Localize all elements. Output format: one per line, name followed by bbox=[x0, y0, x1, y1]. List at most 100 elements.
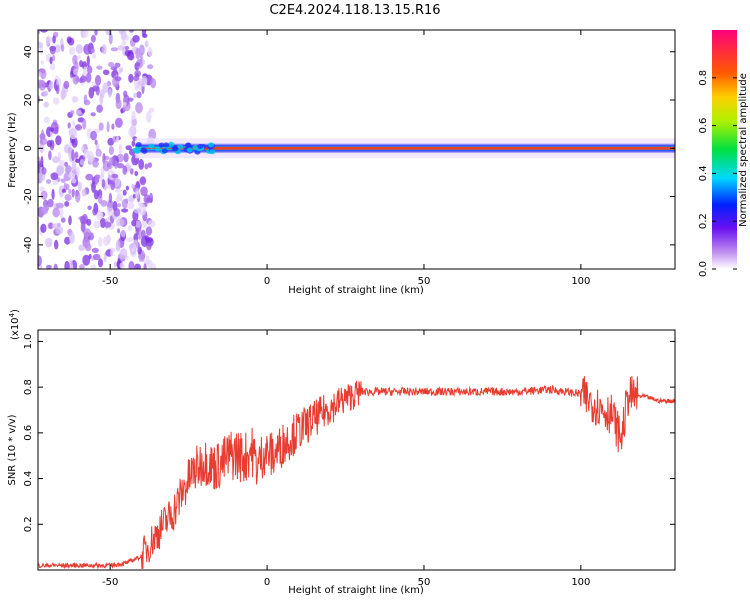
noise-blob bbox=[93, 189, 99, 200]
x-tick-label: 100 bbox=[571, 276, 590, 287]
noise-blob bbox=[96, 65, 103, 70]
noise-blob bbox=[81, 108, 86, 114]
noise-blob bbox=[56, 165, 65, 175]
noise-blob bbox=[83, 66, 88, 77]
noise-blob bbox=[131, 120, 136, 125]
noise-blob bbox=[107, 88, 112, 98]
noise-blob bbox=[115, 218, 120, 227]
spectrogram-frame bbox=[37, 29, 676, 270]
y-tick-label: 0 bbox=[23, 145, 34, 151]
noise-blob bbox=[117, 228, 121, 234]
noise-blob bbox=[119, 262, 125, 269]
noise-blob bbox=[38, 255, 42, 267]
noise-blob bbox=[118, 143, 123, 155]
noise-blob bbox=[135, 102, 143, 114]
band-blob bbox=[172, 146, 179, 152]
noise-blob bbox=[78, 244, 86, 251]
noise-blob bbox=[110, 47, 119, 52]
noise-blob bbox=[143, 194, 151, 204]
noise-blob bbox=[60, 44, 65, 52]
colorbar-tick-label: 0.4 bbox=[698, 165, 709, 181]
band-core bbox=[172, 146, 675, 150]
noise-blob bbox=[68, 172, 76, 179]
noise-blob bbox=[78, 77, 84, 84]
noise-blob bbox=[71, 96, 79, 103]
band-blob bbox=[186, 147, 193, 153]
noise-blob bbox=[43, 101, 49, 108]
noise-blob bbox=[117, 45, 126, 51]
noise-blob bbox=[91, 264, 96, 269]
noise-blob bbox=[82, 30, 89, 38]
noise-blob bbox=[60, 217, 66, 223]
noise-blob bbox=[94, 139, 98, 145]
noise-blob bbox=[114, 76, 122, 82]
noise-blob bbox=[41, 129, 45, 137]
noise-blob bbox=[131, 140, 136, 147]
y-tick-label: -20 bbox=[23, 188, 34, 204]
noise-blob bbox=[90, 34, 96, 43]
band-blob bbox=[168, 141, 175, 147]
noise-blob bbox=[119, 248, 128, 260]
noise-blob bbox=[60, 178, 66, 183]
noise-blob bbox=[38, 30, 41, 35]
noise-blob bbox=[120, 229, 126, 238]
noise-blob bbox=[126, 237, 134, 242]
noise-blob bbox=[39, 186, 45, 192]
colorbar-gradient bbox=[712, 30, 737, 269]
noise-blob bbox=[63, 80, 70, 89]
noise-blob bbox=[149, 192, 154, 204]
noise-blob bbox=[96, 104, 103, 113]
noise-blob bbox=[48, 150, 52, 161]
y-tick-label: 20 bbox=[23, 94, 34, 107]
noise-blob bbox=[58, 185, 64, 198]
noise-blob bbox=[72, 120, 76, 127]
noise-blob bbox=[41, 167, 47, 175]
noise-blob bbox=[124, 49, 131, 57]
noise-blob bbox=[88, 253, 92, 259]
noise-blob bbox=[43, 199, 49, 208]
band-blob bbox=[148, 143, 155, 149]
noise-blob bbox=[92, 253, 101, 261]
noise-blob bbox=[86, 55, 90, 67]
noise-blob bbox=[80, 221, 86, 232]
chart-title: C2E4.2024.118.13.15.R16 bbox=[269, 3, 440, 18]
noise-blob bbox=[139, 44, 145, 56]
noise-blob bbox=[128, 73, 134, 83]
noise-blob bbox=[64, 236, 71, 245]
noise-blob bbox=[61, 188, 66, 193]
noise-blob bbox=[83, 228, 91, 237]
snr-multiplier: (x104) bbox=[8, 309, 21, 340]
noise-blob bbox=[140, 186, 148, 197]
noise-blob bbox=[91, 247, 99, 253]
noise-blob bbox=[83, 94, 88, 105]
noise-blob bbox=[141, 30, 147, 37]
noise-blob bbox=[59, 207, 64, 219]
noise-blob bbox=[46, 179, 52, 185]
noise-blob bbox=[51, 188, 55, 200]
noise-blob bbox=[90, 48, 95, 54]
y-tick-label: 0.6 bbox=[23, 425, 34, 441]
noise-blob bbox=[55, 202, 64, 209]
noise-blob bbox=[82, 118, 87, 130]
noise-blob bbox=[96, 149, 101, 158]
y-tick-label: 40 bbox=[23, 45, 34, 58]
noise-blob bbox=[98, 236, 103, 248]
spectrogram-x-axis: -50 0 50 100 bbox=[102, 30, 590, 287]
noise-blob bbox=[85, 72, 92, 83]
noise-blob bbox=[146, 111, 152, 123]
noise-blob bbox=[138, 204, 147, 216]
noise-blob bbox=[121, 208, 129, 213]
noise-blob bbox=[88, 87, 95, 99]
band-blob bbox=[158, 142, 165, 148]
noise-blob bbox=[68, 189, 72, 194]
noise-blob bbox=[44, 116, 50, 124]
noise-blob bbox=[124, 46, 130, 50]
noise-blob bbox=[47, 198, 54, 208]
band-blob bbox=[161, 148, 168, 154]
noise-blob bbox=[85, 173, 94, 181]
noise-blob bbox=[91, 181, 96, 193]
x-tick-label: 100 bbox=[571, 577, 590, 588]
x-tick-label: 0 bbox=[264, 276, 270, 287]
noise-blob bbox=[134, 187, 140, 200]
noise-blob bbox=[145, 237, 153, 243]
